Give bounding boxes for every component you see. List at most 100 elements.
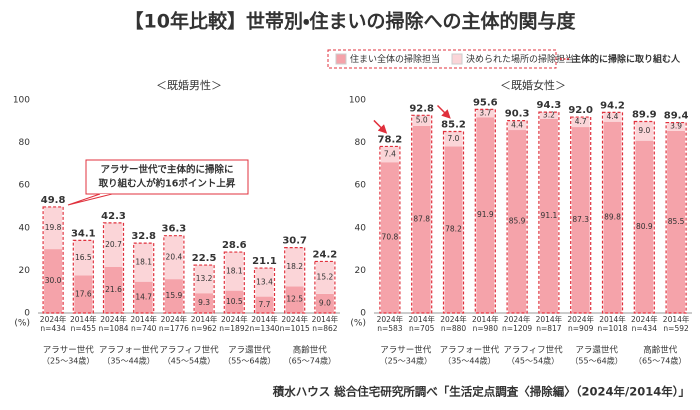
total-outline: [163, 235, 185, 314]
bar-segment: [74, 275, 93, 313]
total-outline: [538, 111, 560, 314]
segment-label: 3.2: [543, 111, 555, 120]
x-tick-label: 2014年: [251, 314, 278, 324]
total-label: 94.3: [537, 100, 562, 111]
total-outline: [193, 264, 215, 314]
group-label: アラ還世代: [575, 345, 618, 356]
legend-label: 主体的に掃除に取り組む人: [572, 53, 681, 65]
segment-label: 9.0: [319, 298, 331, 307]
segment-label: 85.5: [668, 217, 685, 226]
segment-label: 7.0: [448, 134, 460, 143]
group-label: アラサー世代: [380, 345, 432, 356]
bar-segment: [380, 146, 399, 163]
annotation: アラサー世代で主体的に掃除に: [100, 164, 233, 176]
bar-segment: [195, 293, 214, 313]
bar-segment: [255, 268, 274, 297]
total-outline: [42, 206, 64, 314]
group-range: （65～74歳）: [634, 356, 686, 366]
x-tick-label: 2024年: [100, 314, 127, 324]
total-label: 32.8: [131, 231, 156, 242]
bar-segment: [315, 261, 334, 294]
group-range: （35～44歳）: [443, 356, 495, 366]
total-outline: [314, 260, 336, 314]
x-tick-label: 2014年: [191, 314, 218, 324]
bar-segment: [635, 140, 654, 313]
bar-segment: [571, 117, 590, 128]
bar-segment: [667, 122, 686, 131]
group-range: （55～64歳）: [570, 356, 622, 366]
group-range: （45～54歳）: [163, 356, 215, 366]
total-label: 21.1: [252, 256, 277, 267]
x-tick-label: 2024年: [567, 314, 594, 324]
total-outline: [253, 267, 276, 314]
bar-segment: [315, 293, 334, 313]
legend-box: [327, 49, 557, 69]
arrow: [436, 104, 451, 119]
bar-segment: [444, 131, 463, 147]
y-tick-label: 100: [349, 96, 366, 106]
bar-segment: [476, 117, 495, 314]
x-tick-label: 2014年: [130, 314, 157, 324]
n-label: n=962: [191, 324, 217, 333]
x-tick-label: 2024年: [161, 314, 188, 324]
y-tick-label: 60: [19, 181, 31, 191]
n-label: n=1209: [502, 324, 532, 333]
total-label: 42.3: [101, 211, 126, 222]
x-tick-label: 2024年: [40, 314, 67, 324]
bar-segment: [603, 112, 622, 122]
total-outline: [133, 242, 155, 314]
group-range: （25～34歳）: [42, 356, 94, 366]
segment-label: 3.7: [479, 108, 491, 117]
total-outline: [223, 251, 245, 314]
y-tick-label: 100: [13, 96, 30, 106]
segment-label: 87.3: [572, 215, 589, 224]
segment-label: 87.8: [413, 214, 430, 223]
segment-label: 13.4: [256, 277, 273, 286]
segment-label: 15.2: [317, 273, 334, 282]
segment-label: 78.2: [445, 225, 462, 234]
bar-segment: [195, 265, 214, 294]
segment-label: 91.1: [541, 211, 558, 220]
segment-label: 17.6: [75, 289, 92, 298]
total-label: 28.6: [222, 240, 247, 251]
n-label: n=583: [377, 324, 403, 333]
total-label: 30.7: [282, 236, 307, 247]
n-label: n=705: [409, 324, 435, 333]
bar-segment: [635, 121, 654, 141]
n-label: n=862: [312, 324, 338, 333]
panel-title: ＜既婚男性＞: [156, 78, 222, 92]
segment-label: 3.9: [670, 122, 682, 131]
bar-segment: [44, 206, 63, 250]
group-range: （25～34歳）: [380, 356, 432, 366]
segment-label: 14.7: [135, 292, 152, 301]
segment-label: 7.7: [259, 300, 271, 309]
x-tick-label: 2014年: [536, 314, 563, 324]
x-tick-label: 2024年: [504, 314, 531, 324]
segment-label: 80.9: [636, 222, 653, 231]
x-tick-label: 2024年: [631, 314, 658, 324]
bar-segment: [74, 240, 93, 276]
group-range: （65～74歳）: [284, 356, 336, 366]
segment-label: 85.9: [509, 217, 526, 226]
total-outline: [411, 114, 433, 314]
bar-segment: [104, 266, 123, 313]
total-outline: [633, 120, 655, 314]
bar-segment: [412, 125, 431, 314]
total-outline: [601, 111, 624, 314]
segment-label: 13.2: [196, 274, 213, 283]
total-outline: [102, 222, 125, 314]
total-outline: [72, 239, 94, 314]
bar-segment: [476, 109, 495, 118]
segment-label: 20.4: [166, 252, 183, 261]
bar-segment: [225, 290, 244, 313]
segment-label: 12.5: [286, 295, 303, 304]
annotation-box: [85, 159, 249, 195]
segment-label: 16.5: [75, 253, 92, 262]
group-range: （45～54歳）: [507, 356, 559, 366]
y-tick-label: 40: [19, 223, 31, 233]
panel-title: ＜既婚女性＞: [500, 78, 566, 92]
total-label: 49.8: [41, 195, 66, 206]
legend-label: 決められた場所の掃除担当: [466, 53, 574, 65]
